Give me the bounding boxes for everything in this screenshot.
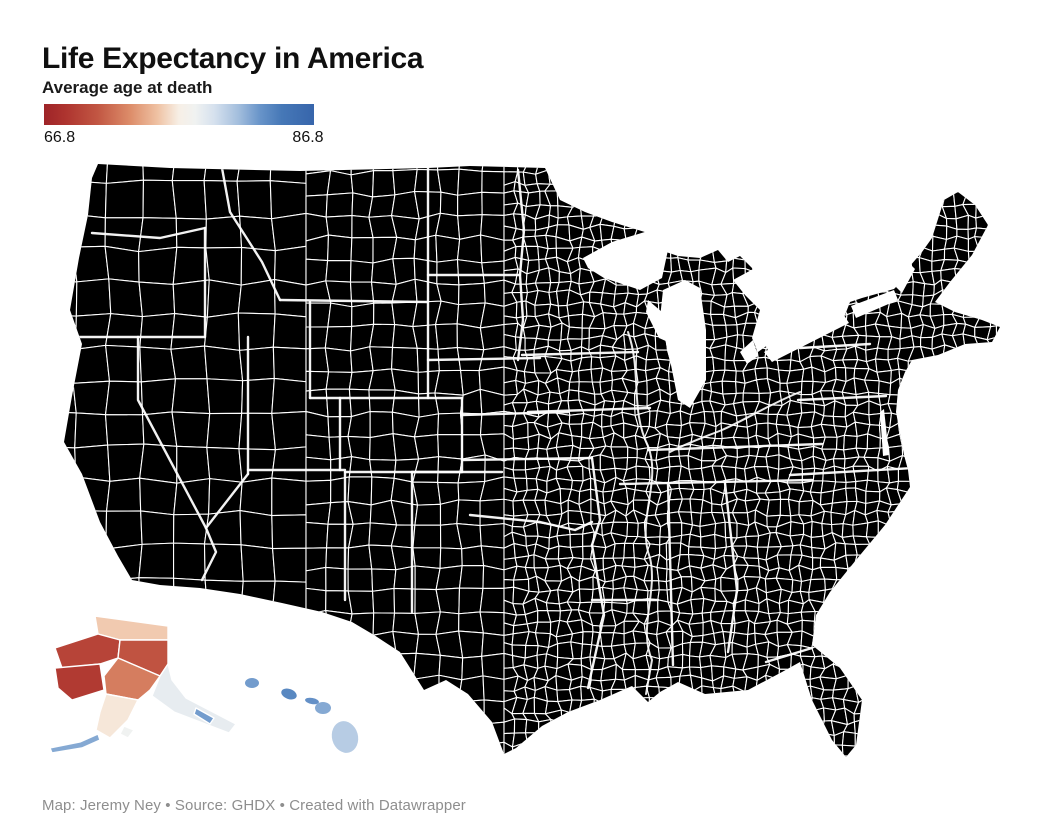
legend-gradient-bar bbox=[44, 104, 314, 125]
footer-credit: Map: Jeremy Ney • Source: GHDX • Created… bbox=[42, 797, 466, 814]
hawaii-inset[interactable] bbox=[245, 678, 362, 756]
st-lawrence bbox=[896, 264, 915, 293]
alaska-yukon-kuskokwim bbox=[54, 663, 105, 701]
alaska-northwest-arctic bbox=[54, 633, 121, 669]
chesapeake-bay bbox=[880, 409, 889, 456]
alaska-inset[interactable] bbox=[49, 615, 237, 754]
saginaw-bay bbox=[740, 340, 758, 364]
lake-michigan bbox=[660, 280, 706, 408]
alaska-kodiak-island bbox=[119, 725, 135, 739]
state-borders-layer bbox=[64, 166, 916, 695]
lake-superior bbox=[583, 231, 668, 290]
alaska-kenai-peninsula bbox=[95, 693, 139, 739]
river-line bbox=[627, 331, 654, 695]
legend-title: Average age at death bbox=[42, 78, 213, 97]
color-legend: 66.8 86.8 bbox=[44, 104, 324, 150]
hawaii-molokai bbox=[305, 697, 319, 705]
lake-erie bbox=[764, 312, 849, 362]
alaska-panhandle bbox=[151, 663, 237, 734]
alaska-aleutians bbox=[49, 733, 101, 754]
hawaii-oahu bbox=[281, 688, 297, 700]
counties-layer[interactable] bbox=[39, 147, 1035, 780]
legend-max-label: 86.8 bbox=[292, 129, 324, 146]
lakes-layer bbox=[583, 231, 915, 456]
legend-min-label: 66.8 bbox=[44, 129, 76, 146]
hawaii-big-island bbox=[331, 721, 359, 753]
lake-huron bbox=[733, 268, 782, 352]
lake-ontario bbox=[851, 290, 898, 318]
hawaii-maui bbox=[315, 702, 331, 714]
hawaii-kauai bbox=[245, 678, 259, 688]
green-bay bbox=[646, 300, 668, 342]
page-title: Life Expectancy in America bbox=[42, 42, 424, 76]
alaska-panhandle-islands bbox=[193, 707, 215, 725]
river-line bbox=[669, 391, 801, 453]
